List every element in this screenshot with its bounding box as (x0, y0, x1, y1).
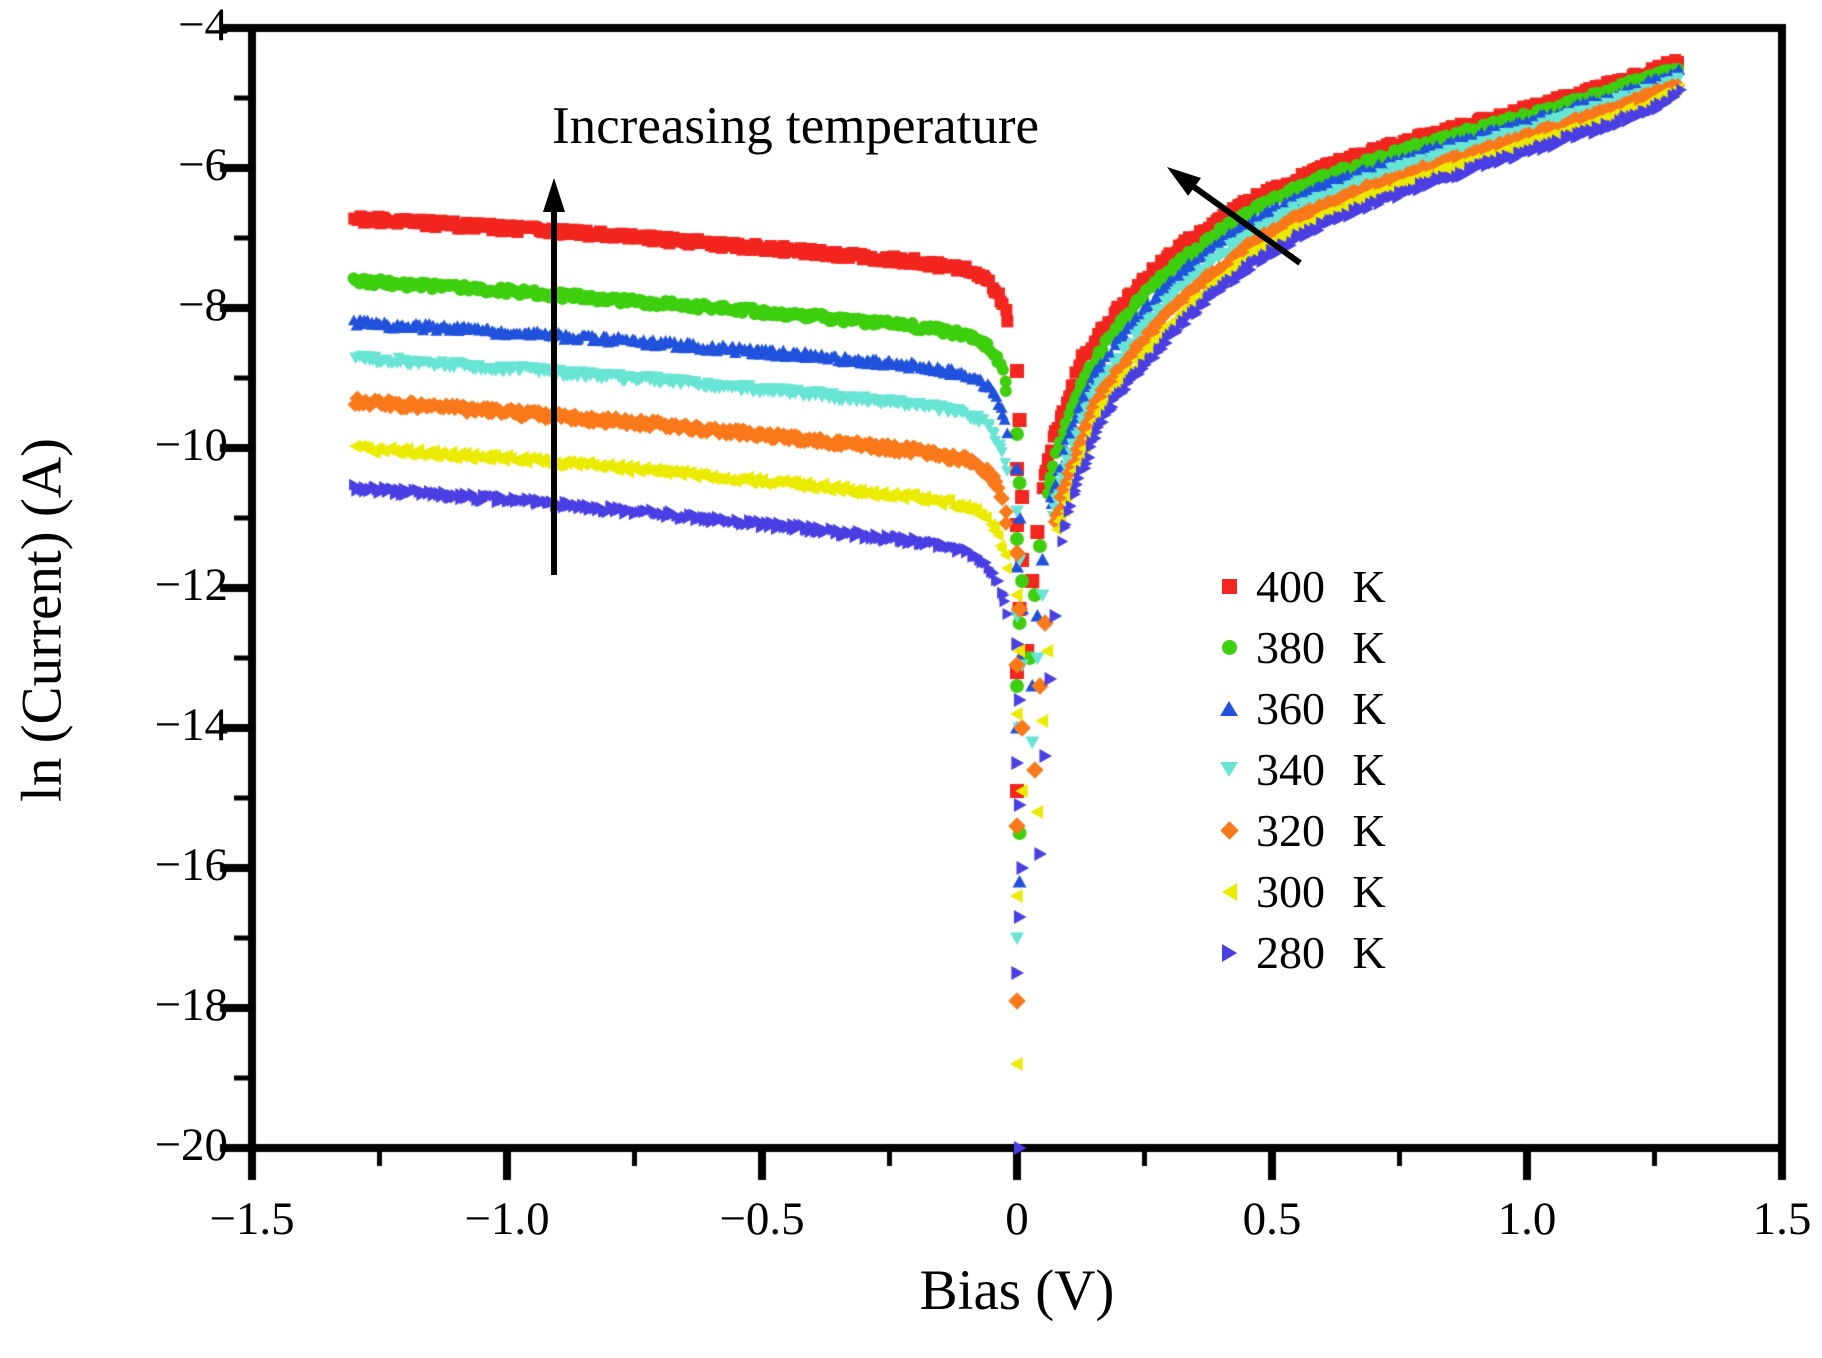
y-tick-label: −10 (154, 419, 228, 471)
y-tick-label: −16 (154, 839, 228, 891)
y-tick-label: −4 (177, 0, 228, 51)
y-tick-label: −8 (177, 279, 228, 331)
legend-item-400k: 400 K (1212, 556, 1386, 617)
legend: 400 K 380 K 360 K 340 K 320 K 300 K 280 K (1212, 556, 1386, 983)
triangle-up-marker-icon (1220, 701, 1238, 716)
circle-marker-icon (1221, 640, 1237, 655)
diamond-marker-icon (1219, 821, 1239, 840)
legend-label: 380 K (1256, 622, 1386, 673)
x-tick-label: 0 (1005, 1193, 1029, 1245)
y-tick-label: −14 (154, 699, 228, 751)
x-tick-label: 1.0 (1497, 1193, 1557, 1245)
x-axis-title: Bias (V) (919, 1259, 1115, 1322)
legend-item-280k: 280 K (1212, 922, 1386, 983)
x-tick-label: −0.5 (719, 1193, 805, 1245)
x-tick-label: 1.5 (1752, 1193, 1812, 1245)
y-tick-label: −6 (177, 139, 228, 191)
legend-item-360k: 360 K (1212, 678, 1386, 739)
y-tick-label: −18 (154, 979, 228, 1031)
x-tick-label: −1.0 (464, 1193, 550, 1245)
legend-label: 400 K (1256, 561, 1386, 612)
y-tick-label: −12 (154, 559, 228, 611)
legend-label: 280 K (1256, 927, 1386, 978)
legend-item-300k: 300 K (1212, 861, 1386, 922)
legend-item-380k: 380 K (1212, 617, 1386, 678)
y-tick-label: −20 (154, 1119, 228, 1171)
x-tick-label: 0.5 (1242, 1193, 1302, 1245)
annotation-increasing-temperature: Increasing temperature (552, 97, 1040, 155)
legend-label: 340 K (1256, 744, 1386, 795)
triangle-left-marker-icon (1221, 882, 1237, 901)
triangle-right-marker-icon (1221, 943, 1237, 962)
legend-item-340k: 340 K (1212, 739, 1386, 800)
legend-label: 360 K (1256, 683, 1386, 734)
square-marker-icon (1221, 579, 1237, 594)
legend-label: 300 K (1256, 866, 1386, 917)
legend-item-320k: 320 K (1212, 800, 1386, 861)
legend-label: 320 K (1256, 805, 1386, 856)
triangle-down-marker-icon (1220, 762, 1238, 777)
x-tick-label: −1.5 (209, 1193, 295, 1245)
